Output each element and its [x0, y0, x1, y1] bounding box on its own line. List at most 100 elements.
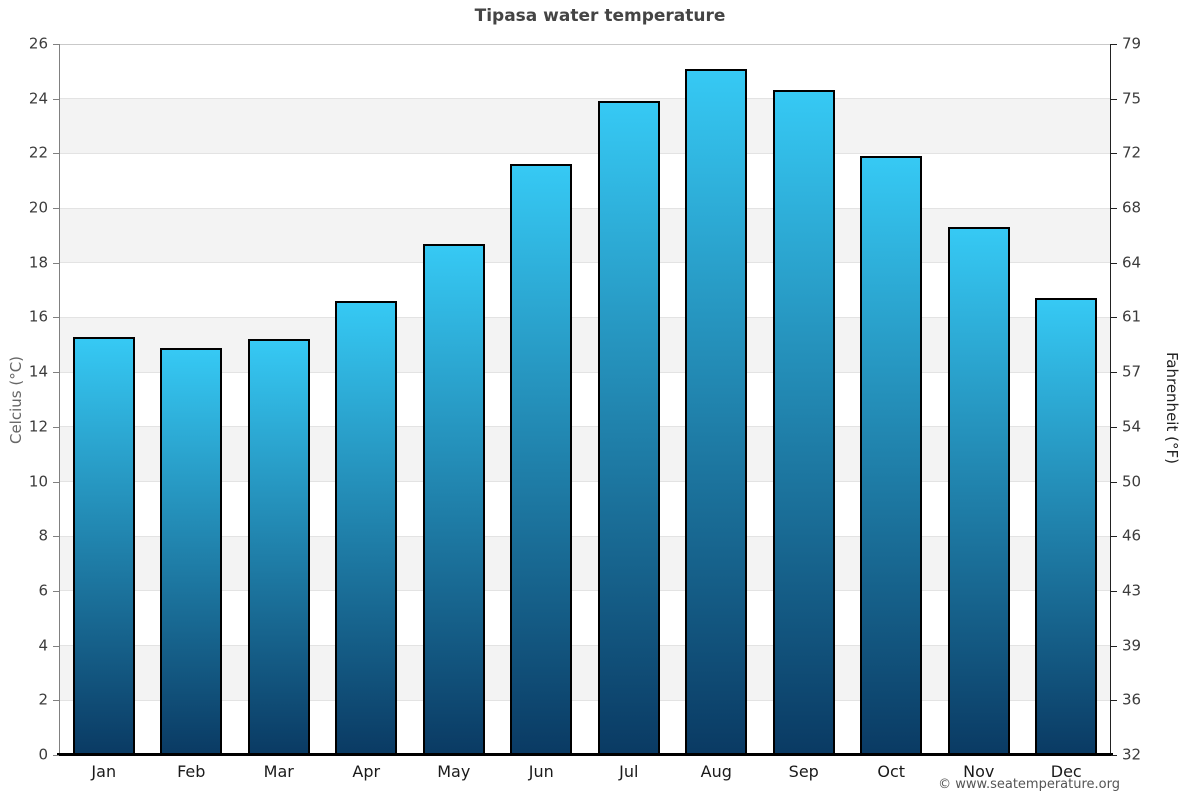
gridline — [60, 426, 1110, 428]
right-tick-mark — [1111, 536, 1117, 538]
left-tick-mark — [53, 755, 59, 756]
y-tick-label-fahrenheit: 64 — [1122, 253, 1142, 272]
left-tick-mark — [53, 481, 59, 483]
left-tick-mark — [53, 208, 59, 210]
left-tick-mark — [53, 590, 59, 592]
gridline — [60, 645, 1110, 647]
x-tick-label-apr: Apr — [352, 762, 381, 781]
y-tick-label-celsius: 6 — [38, 581, 48, 600]
left-tick-mark — [53, 44, 59, 45]
y-tick-label-celsius: 26 — [28, 34, 48, 53]
y-tick-label-fahrenheit: 54 — [1122, 417, 1142, 436]
right-tick-mark — [1111, 44, 1117, 45]
right-tick-mark — [1111, 700, 1117, 702]
plot-area — [60, 43, 1110, 755]
plot-background-band — [60, 426, 1110, 482]
gridline — [60, 699, 1110, 701]
plot-background-band — [60, 372, 1110, 427]
chart-title: Tipasa water temperature — [474, 6, 726, 26]
gridline — [60, 152, 1110, 154]
x-tick-label-jun: Jun — [528, 762, 554, 781]
right-axis-line — [1110, 44, 1111, 755]
right-tick-mark — [1111, 645, 1117, 647]
y-tick-label-celsius: 12 — [28, 417, 48, 436]
plot-background-band — [60, 590, 1110, 646]
right-tick-mark — [1111, 153, 1117, 155]
bar-apr — [335, 301, 398, 755]
y-tick-label-fahrenheit: 72 — [1122, 143, 1142, 162]
y-tick-label-celsius: 8 — [38, 526, 48, 545]
x-tick-label-feb: Feb — [177, 762, 206, 781]
copyright-link[interactable]: © www.seatemperature.org — [938, 777, 1120, 792]
y-tick-label-fahrenheit: 43 — [1122, 581, 1142, 600]
right-tick-mark — [1111, 755, 1117, 756]
y-tick-label-fahrenheit: 75 — [1122, 89, 1142, 108]
x-tick-label-dec: Dec — [1050, 762, 1082, 781]
right-tick-mark — [1111, 317, 1117, 319]
bar-sep — [772, 90, 835, 755]
bar-oct — [860, 156, 923, 755]
left-tick-mark — [53, 153, 59, 155]
x-tick-label-aug: Aug — [700, 762, 732, 781]
gridline — [60, 207, 1110, 209]
x-tick-label-mar: Mar — [263, 762, 294, 781]
x-tick-label-oct: Oct — [877, 762, 906, 781]
gridline — [60, 371, 1110, 373]
plot-background-band — [60, 153, 1110, 209]
x-tick-label-jul: Jul — [619, 762, 639, 781]
y-tick-label-celsius: 22 — [28, 143, 48, 162]
y-tick-label-celsius: 10 — [28, 472, 48, 491]
y-tick-label-fahrenheit: 36 — [1122, 690, 1142, 709]
left-tick-mark — [53, 426, 59, 428]
bar-mar — [247, 339, 310, 755]
bar-jul — [597, 101, 660, 755]
gridline — [60, 316, 1110, 318]
y-tick-label-celsius: 16 — [28, 307, 48, 326]
x-tick-label-sep: Sep — [788, 762, 819, 781]
left-tick-mark — [53, 700, 59, 702]
plot-background-band — [60, 98, 1110, 154]
y-tick-label-fahrenheit: 79 — [1122, 34, 1142, 53]
y-tick-label-fahrenheit: 46 — [1122, 526, 1142, 545]
bar-may — [422, 243, 485, 755]
gridline — [60, 262, 1110, 264]
right-tick-mark — [1111, 208, 1117, 210]
plot-background-band — [60, 700, 1110, 755]
plot-background-band — [60, 262, 1110, 318]
y-tick-label-celsius: 20 — [28, 198, 48, 217]
gridline — [60, 590, 1110, 592]
plot-background-band — [60, 645, 1110, 701]
x-tick-label-may: May — [437, 762, 471, 781]
x-tick-label-jan: Jan — [91, 762, 117, 781]
right-tick-mark — [1111, 481, 1117, 483]
left-tick-mark — [53, 98, 59, 100]
gridline — [60, 98, 1110, 100]
right-tick-mark — [1111, 426, 1117, 428]
y-tick-label-celsius: 2 — [38, 690, 48, 709]
left-axis-line — [59, 44, 60, 755]
left-tick-mark — [53, 536, 59, 538]
gridline — [60, 535, 1110, 537]
bottom-axis-line — [57, 753, 1113, 756]
y-tick-label-celsius: 24 — [28, 89, 48, 108]
y-tick-label-celsius: 18 — [28, 253, 48, 272]
gridline — [60, 481, 1110, 483]
y-axis-label-fahrenheit: Fahrenheit (°F) — [1163, 352, 1181, 464]
gridline — [60, 43, 1110, 45]
left-tick-mark — [53, 372, 59, 374]
plot-background-band — [60, 208, 1110, 263]
y-tick-label-fahrenheit: 32 — [1122, 745, 1142, 764]
bar-aug — [685, 68, 748, 755]
y-tick-label-celsius: 0 — [38, 745, 48, 764]
plot-background-band — [60, 44, 1110, 99]
bar-jan — [72, 336, 135, 755]
bar-feb — [160, 347, 223, 755]
y-tick-label-fahrenheit: 50 — [1122, 472, 1142, 491]
plot-background-band — [60, 536, 1110, 591]
plot-background-band — [60, 317, 1110, 373]
y-tick-label-celsius: 4 — [38, 636, 48, 655]
y-tick-label-fahrenheit: 61 — [1122, 307, 1142, 326]
y-tick-label-fahrenheit: 39 — [1122, 636, 1142, 655]
y-tick-label-fahrenheit: 68 — [1122, 198, 1142, 217]
